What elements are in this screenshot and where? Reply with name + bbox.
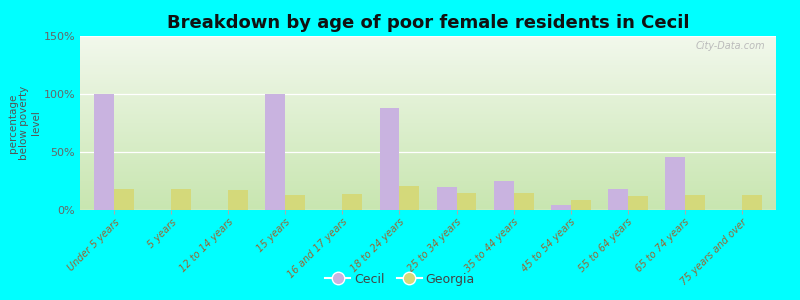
Bar [171,189,191,210]
Bar [94,94,114,210]
Bar [457,193,477,210]
Bar [228,190,248,210]
Bar [342,194,362,210]
Bar [286,195,306,210]
Bar [266,94,286,210]
Bar [514,193,534,210]
Bar [114,189,134,210]
Y-axis label: percentage
below poverty
level: percentage below poverty level [7,86,41,160]
Bar [494,181,514,210]
Bar [665,157,685,210]
Bar [570,200,590,210]
Legend: Cecil, Georgia: Cecil, Georgia [320,268,480,291]
Bar [742,195,762,210]
Text: City-Data.com: City-Data.com [696,41,766,51]
Bar [437,187,457,210]
Bar [399,186,419,210]
Bar [550,206,570,210]
Bar [628,196,648,210]
Title: Breakdown by age of poor female residents in Cecil: Breakdown by age of poor female resident… [166,14,690,32]
Bar [685,195,705,210]
Bar [608,189,628,210]
Bar [379,108,399,210]
